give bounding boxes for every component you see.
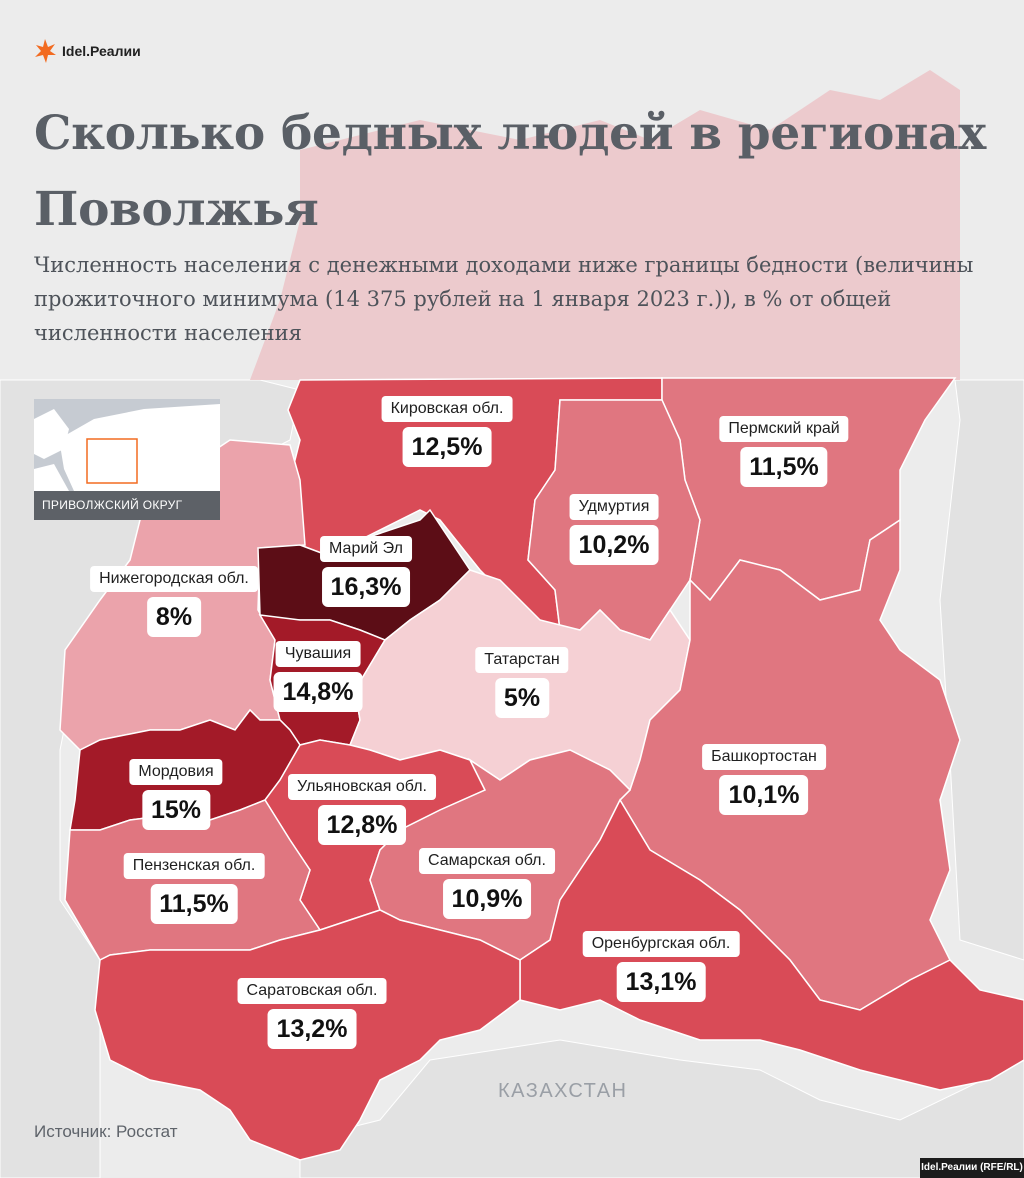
- region-label-nizhny[interactable]: Нижегородская обл. 8%: [90, 566, 258, 637]
- region-name: Мордовия: [129, 759, 223, 785]
- page-subtitle: Численность населения с денежными дохода…: [34, 253, 974, 345]
- credit-badge: Idel.Реалии (RFE/RL): [920, 1158, 1024, 1178]
- inset-district-label: ПРИВОЛЖСКИЙ ОКРУГ: [34, 491, 220, 520]
- region-name: Пензенская обл.: [123, 853, 265, 879]
- russia-silhouette: [250, 70, 960, 380]
- region-label-mordovia[interactable]: Мордовия 15%: [129, 759, 223, 830]
- region-name: Чувашия: [275, 641, 361, 667]
- region-label-samara[interactable]: Самарская обл. 10,9%: [419, 848, 555, 919]
- region-value: 10,2%: [569, 525, 659, 565]
- region-value: 15%: [141, 790, 211, 830]
- region-name: Ульяновская обл.: [288, 774, 436, 800]
- region-label-orenburg[interactable]: Оренбургская обл. 13,1%: [582, 931, 740, 1002]
- region-label-udmurtia[interactable]: Удмуртия 10,2%: [569, 494, 659, 565]
- region-label-perm[interactable]: Пермский край 11,5%: [719, 416, 849, 487]
- region-label-penza[interactable]: Пензенская обл. 11,5%: [123, 853, 265, 924]
- region-value: 5%: [494, 678, 550, 718]
- region-name: Марий Эл: [320, 536, 412, 562]
- region-value: 16,3%: [321, 567, 411, 607]
- page-title: Сколько бедных людей в регионах Поволжья: [34, 106, 987, 237]
- region-name: Татарстан: [475, 647, 569, 673]
- region-name: Нижегородская обл.: [90, 566, 258, 592]
- brand-name: Idel.Реалии: [62, 43, 141, 59]
- region-name: Башкортостан: [702, 744, 826, 770]
- region-name: Оренбургская обл.: [582, 931, 740, 957]
- source-note: Источник: Росстат: [34, 1122, 178, 1141]
- region-label-mari-el[interactable]: Марий Эл 16,3%: [320, 536, 412, 607]
- region-name: Саратовская обл.: [237, 978, 387, 1004]
- flame-icon: [35, 39, 56, 63]
- region-value: 11,5%: [740, 447, 828, 487]
- region-label-chuvashia[interactable]: Чувашия 14,8%: [273, 641, 363, 712]
- region-label-bashkortostan[interactable]: Башкортостан 10,1%: [702, 744, 826, 815]
- region-shape-orenburg[interactable]: [519, 798, 1024, 1091]
- inset-country-label: РОССИЯ: [163, 430, 208, 441]
- region-value: 11,5%: [150, 884, 238, 924]
- region-value: 10,9%: [442, 879, 532, 919]
- region-label-tatarstan[interactable]: Татарстан 5%: [475, 647, 569, 718]
- region-name: Удмуртия: [569, 494, 659, 520]
- region-label-kirov[interactable]: Кировская обл. 12,5%: [381, 396, 513, 467]
- region-value: 12,8%: [317, 805, 407, 845]
- region-label-ulyanovsk[interactable]: Ульяновская обл. 12,8%: [288, 774, 436, 845]
- region-value: 10,1%: [719, 775, 809, 815]
- brand-logo[interactable]: Idel.Реалии: [34, 38, 141, 64]
- region-label-saratov[interactable]: Саратовская обл. 13,2%: [237, 978, 387, 1049]
- region-value: 13,2%: [267, 1009, 357, 1049]
- kazakhstan-label: КАЗАХСТАН: [498, 1080, 628, 1102]
- region-shape-perm[interactable]: [661, 377, 957, 602]
- locator-inset: РОССИЯ ПРИВОЛЖСКИЙ ОКРУГ: [34, 399, 220, 520]
- locator-map-shapes: [34, 399, 220, 491]
- region-value: 13,1%: [616, 962, 706, 1002]
- region-value: 12,5%: [402, 427, 492, 467]
- locator-map: РОССИЯ: [34, 399, 220, 491]
- region-value: 8%: [146, 597, 202, 637]
- region-name: Самарская обл.: [419, 848, 555, 874]
- neighbor-land-east: [939, 379, 1024, 961]
- region-name: Пермский край: [719, 416, 849, 442]
- region-value: 14,8%: [273, 672, 363, 712]
- region-name: Кировская обл.: [381, 396, 513, 422]
